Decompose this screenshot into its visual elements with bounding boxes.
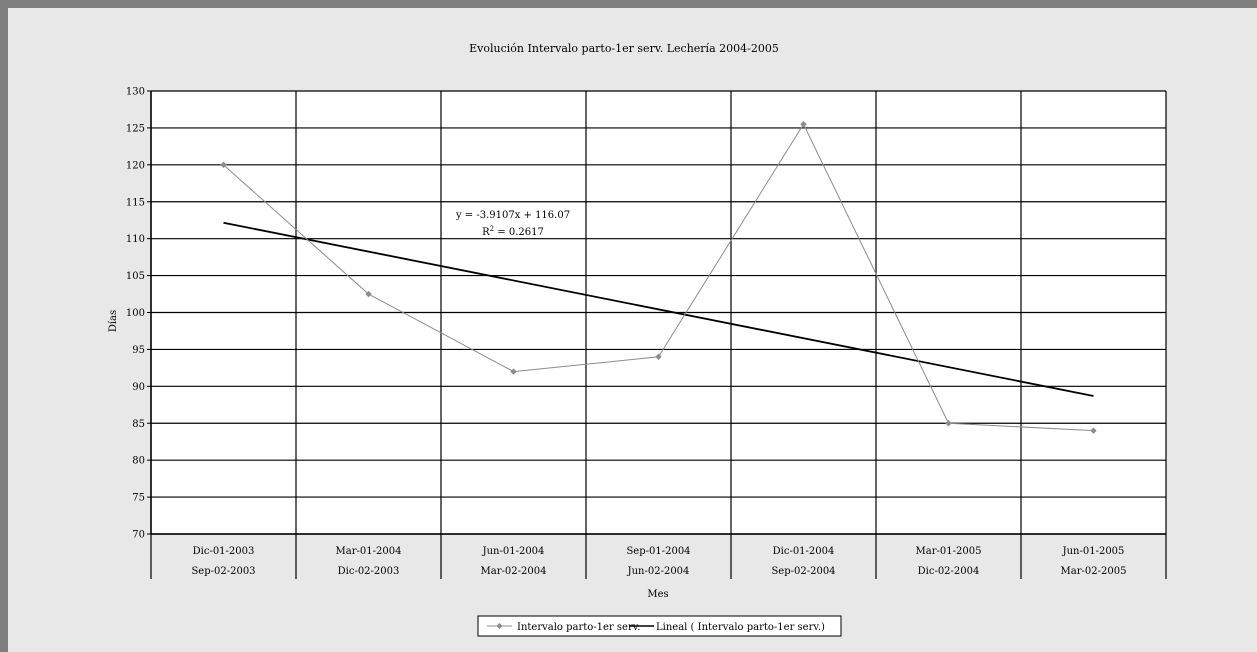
x-category-label-primary: Mar-01-2004 <box>336 546 402 557</box>
legend: Intervalo parto-1er serv. Lineal ( Inter… <box>477 615 842 637</box>
y-tick-label: 75 <box>132 493 145 504</box>
x-category-label-primary: Dic-01-2003 <box>193 546 255 557</box>
legend-trendline-label: Lineal ( Intervalo parto-1er serv.) <box>656 622 825 633</box>
x-category-label-secondary: Dic-02-2004 <box>918 566 980 577</box>
legend-series-label: Intervalo parto-1er serv. <box>517 622 640 633</box>
trendline-layer <box>223 221 1094 397</box>
series-layer <box>220 121 1097 434</box>
y-tick-label: 80 <box>132 456 145 467</box>
x-category-label-secondary: Jun-02-2004 <box>627 566 690 577</box>
y-tick-label: 90 <box>132 382 145 393</box>
y-tick-label: 130 <box>126 87 145 98</box>
legend-entry-trendline: Lineal ( Intervalo parto-1er serv.) <box>629 622 825 633</box>
y-tick-label: 100 <box>126 308 145 319</box>
trendline-equation-text: y = -3.9107x + 116.07 <box>455 210 570 221</box>
y-tick-label: 105 <box>126 271 145 282</box>
x-category-label-secondary: Mar-02-2004 <box>481 566 547 577</box>
y-tick-label: 120 <box>126 160 145 171</box>
y-tick-label: 95 <box>132 345 145 356</box>
r2-value: = 0.2617 <box>494 227 544 238</box>
x-axis-label: Mes <box>647 589 668 600</box>
legend-box <box>477 615 842 637</box>
x-category-label-primary: Sep-01-2004 <box>626 546 690 557</box>
x-category-labels: Dic-01-2003 Sep-02-2003 Mar-01-2004 Dic-02-… <box>191 546 1126 577</box>
trendline-r2: R2 = 0.2617 <box>482 225 544 238</box>
x-category-label-primary: Jun-01-2005 <box>1062 546 1125 557</box>
r2-exponent: 2 <box>490 225 494 233</box>
x-category-label-primary: Dic-01-2004 <box>773 546 835 557</box>
data-point <box>510 368 517 375</box>
y-tick-label: 125 <box>126 123 145 134</box>
grid <box>150 90 1167 579</box>
data-point <box>1090 427 1097 434</box>
chart: Evolución Intervalo parto-1er serv. Lech… <box>108 42 1167 637</box>
data-point <box>365 290 372 298</box>
y-tick-label: 115 <box>126 197 145 208</box>
chart-frame: Evolución Intervalo parto-1er serv. Lech… <box>8 8 1257 652</box>
legend-series-marker <box>496 623 503 629</box>
data-point <box>945 420 952 427</box>
y-axis-label: Días <box>108 310 119 332</box>
y-tick-label: 70 <box>132 530 145 541</box>
data-point <box>655 353 662 360</box>
x-category-label-secondary: Sep-02-2003 <box>191 566 255 577</box>
y-tick-label: 110 <box>126 234 145 245</box>
x-category-label-secondary: Mar-02-2005 <box>1061 566 1127 577</box>
trendline <box>223 221 1094 397</box>
trendline-equation: y = -3.9107x + 116.07 R2 = 0.2617 <box>455 210 570 238</box>
x-category-label-primary: Jun-01-2004 <box>482 546 545 557</box>
data-point <box>800 121 807 128</box>
y-tick-labels: 70 75 80 85 90 95 100 105 110 115 120 125 130 <box>126 87 145 541</box>
axes <box>147 90 1166 535</box>
legend-entry-series: Intervalo parto-1er serv. <box>487 622 640 633</box>
x-category-label-primary: Mar-01-2005 <box>916 546 982 557</box>
r2-prefix: R <box>482 227 490 238</box>
x-category-label-secondary: Sep-02-2004 <box>771 566 835 577</box>
x-category-label-secondary: Dic-02-2003 <box>338 566 400 577</box>
y-tick-label: 85 <box>132 419 145 430</box>
data-point <box>220 161 227 169</box>
chart-title: Evolución Intervalo parto-1er serv. Lech… <box>469 42 779 55</box>
